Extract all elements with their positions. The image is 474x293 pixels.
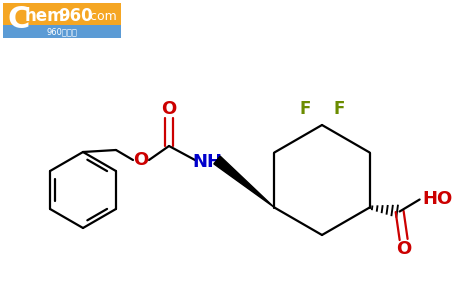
Text: F: F	[333, 100, 345, 118]
Text: HO: HO	[422, 190, 453, 209]
Text: 960: 960	[58, 7, 92, 25]
Text: O: O	[161, 100, 177, 118]
Text: NH: NH	[192, 153, 222, 171]
Text: C: C	[7, 6, 29, 35]
Text: hem: hem	[25, 7, 65, 25]
Text: O: O	[133, 151, 149, 169]
Text: O: O	[396, 241, 411, 258]
FancyBboxPatch shape	[3, 25, 121, 38]
FancyBboxPatch shape	[3, 3, 121, 38]
Text: F: F	[299, 100, 310, 118]
Polygon shape	[214, 156, 274, 207]
Text: .com: .com	[87, 9, 118, 23]
Text: 960化工网: 960化工网	[46, 28, 77, 37]
